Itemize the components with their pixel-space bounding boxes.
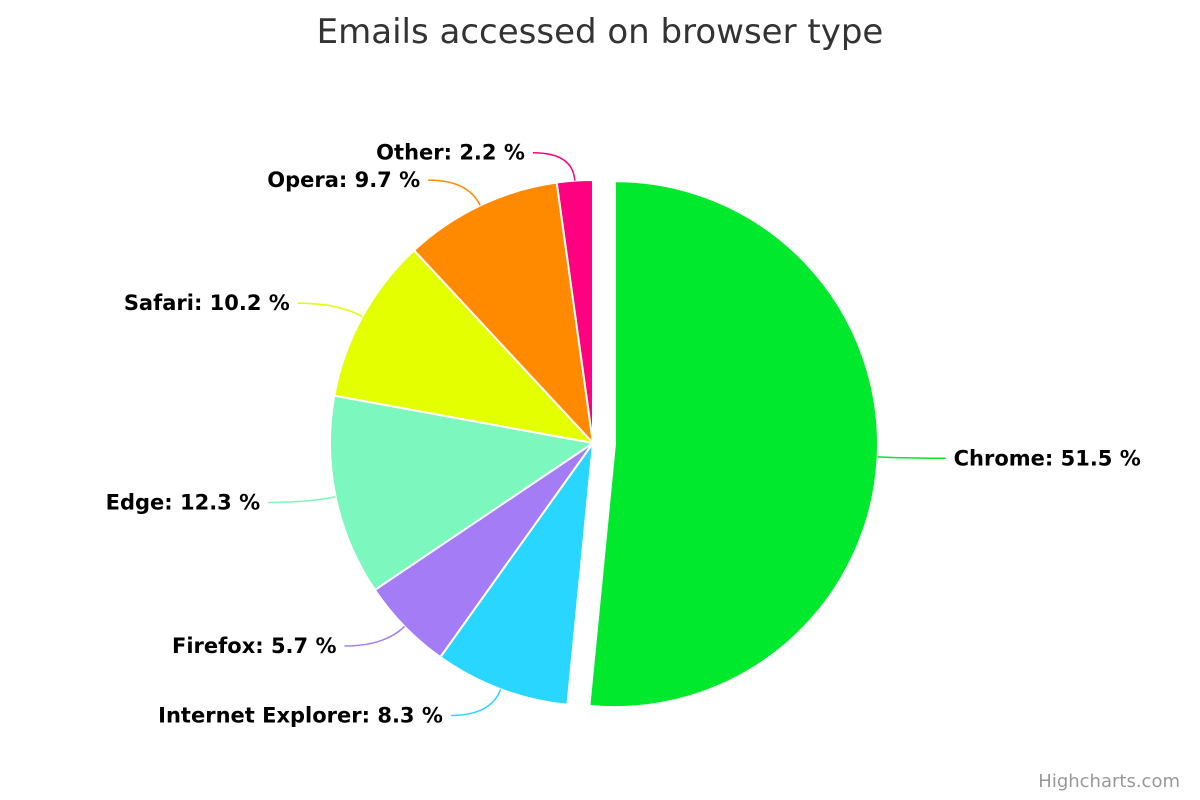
connector-other xyxy=(532,151,576,181)
data-label-opera: Opera: 9.7 % xyxy=(267,168,420,192)
connector-edge xyxy=(268,496,336,504)
data-label-edge: Edge: 12.3 % xyxy=(106,491,261,515)
data-label-firefox: Firefox: 5.7 % xyxy=(172,634,337,658)
connector-firefox xyxy=(344,625,406,647)
data-label-safari: Safari: 10.2 % xyxy=(124,291,290,315)
pie-slice-safari[interactable] xyxy=(333,249,594,444)
pie-slice-other[interactable] xyxy=(555,179,594,444)
data-label-chrome: Chrome: 51.5 % xyxy=(954,446,1141,470)
pie-slice-edge[interactable] xyxy=(329,394,594,591)
connector-internet-explorer xyxy=(450,689,502,717)
chart-title: Emails accessed on browser type xyxy=(316,12,884,52)
pie-slice-internet-explorer[interactable] xyxy=(439,442,594,706)
connector-safari xyxy=(297,302,363,318)
pie-slice-opera[interactable] xyxy=(413,181,594,444)
connector-opera xyxy=(428,179,481,206)
pie-slice-chrome[interactable] xyxy=(588,180,879,709)
connector-chrome xyxy=(877,456,946,460)
data-label-other: Other: 2.2 % xyxy=(376,141,525,165)
credits-link[interactable]: Highcharts.com xyxy=(1038,771,1180,792)
data-label-internet-explorer: Internet Explorer: 8.3 % xyxy=(158,703,443,727)
